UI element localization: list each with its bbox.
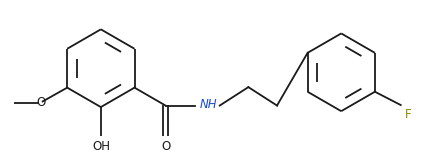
Text: F: F (405, 108, 411, 121)
Text: O: O (36, 97, 45, 109)
Text: OH: OH (93, 140, 111, 152)
Text: O: O (161, 140, 170, 152)
Text: NH: NH (199, 98, 217, 111)
